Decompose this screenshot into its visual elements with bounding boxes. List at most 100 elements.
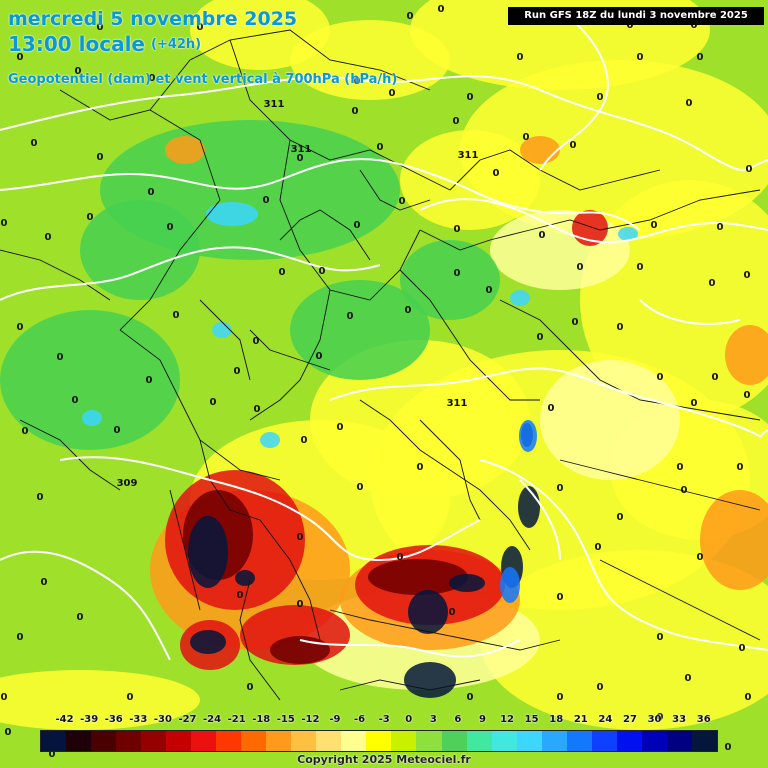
color-scale-swatch xyxy=(66,731,92,751)
zero-label: 0 xyxy=(127,692,134,703)
zero-label: 0 xyxy=(297,599,304,610)
forecast-date: mercredi 5 novembre 2025 xyxy=(8,8,298,30)
zero-label: 0 xyxy=(17,322,24,333)
zero-label: 0 xyxy=(657,372,664,383)
zero-label: 0 xyxy=(454,224,461,235)
zero-label: 0 xyxy=(87,212,94,223)
zero-label: 0 xyxy=(523,132,530,143)
color-scale-tick-label: -36 xyxy=(104,714,123,725)
zero-label: 0 xyxy=(352,106,359,117)
color-scale-tick-label: -33 xyxy=(129,714,148,725)
forecast-time-text: 13:00 locale xyxy=(8,32,145,56)
zero-label: 0 xyxy=(657,632,664,643)
color-scale-swatch xyxy=(41,731,67,751)
zero-label: 0 xyxy=(572,317,579,328)
zero-label: 0 xyxy=(97,152,104,163)
color-scale-tick-label: -30 xyxy=(153,714,172,725)
color-scale-bar xyxy=(40,730,718,752)
zero-label: 0 xyxy=(453,116,460,127)
zero-label: 0 xyxy=(557,483,564,494)
isoline-label: 311 xyxy=(458,150,479,161)
color-scale-tick-label: 0 xyxy=(405,714,413,725)
color-scale-tick-label: 33 xyxy=(672,714,687,725)
zero-label: 0 xyxy=(197,22,204,33)
zero-label: 0 xyxy=(548,403,555,414)
zero-label: 0 xyxy=(637,262,644,273)
zero-label: 0 xyxy=(254,404,261,415)
isoline-label: 309 xyxy=(117,478,138,489)
zero-label: 0 xyxy=(595,542,602,553)
forecast-lead-time: (+42h) xyxy=(151,37,202,52)
color-scale-swatch xyxy=(391,731,417,751)
color-scale-swatch xyxy=(616,731,642,751)
zero-label: 0 xyxy=(354,220,361,231)
zero-label: 0 xyxy=(146,375,153,386)
color-scale-swatch xyxy=(591,731,617,751)
color-scale-swatch xyxy=(216,731,242,751)
zero-label: 0 xyxy=(454,268,461,279)
color-scale-tick-label: 18 xyxy=(549,714,564,725)
zero-label: 0 xyxy=(517,52,524,63)
zero-label: 0 xyxy=(37,492,44,503)
zero-label: 0 xyxy=(597,92,604,103)
color-scale-tick-label: 21 xyxy=(573,714,588,725)
zero-label: 0 xyxy=(438,4,445,15)
color-scale-tick-label: -21 xyxy=(227,714,246,725)
zero-label: 0 xyxy=(493,168,500,179)
zero-label: 0 xyxy=(407,11,414,22)
zero-label: 0 xyxy=(746,164,753,175)
model-run-banner: Run GFS 18Z du lundi 3 novembre 2025 xyxy=(508,7,764,25)
zero-label: 0 xyxy=(399,196,406,207)
contour-labels: 311 311 311 311 309 xyxy=(117,99,479,489)
zero-label: 0 xyxy=(397,552,404,563)
color-scale-swatch xyxy=(241,731,267,751)
zero-label: 0 xyxy=(297,532,304,543)
zero-label: 0 xyxy=(263,195,270,206)
color-scale-swatch xyxy=(166,731,192,751)
color-scale-tick-label: -42 xyxy=(55,714,74,725)
color-scale-swatch xyxy=(366,731,392,751)
color-scale-tick-label: -3 xyxy=(378,714,390,725)
color-scale-swatch xyxy=(541,731,567,751)
zero-label: 0 xyxy=(149,73,156,84)
isoline-label: 311 xyxy=(447,398,468,409)
color-scale-tick-label: -18 xyxy=(252,714,271,725)
zero-label: 0 xyxy=(247,682,254,693)
zero-label: 0 xyxy=(41,577,48,588)
zero-label: 0 xyxy=(301,435,308,446)
color-scale-tick-label: 6 xyxy=(454,714,462,725)
zero-label: 0 xyxy=(77,612,84,623)
zero-label: 0 xyxy=(17,52,24,63)
zero-label: 0 xyxy=(537,332,544,343)
zero-label: 0 xyxy=(210,397,217,408)
color-scale-tick-label: -9 xyxy=(329,714,341,725)
color-scale-tick-label: 27 xyxy=(622,714,637,725)
color-scale-tick-label: 36 xyxy=(696,714,711,725)
country-borders xyxy=(0,29,761,701)
zero-label: 0 xyxy=(45,232,52,243)
zero-label: 0 xyxy=(685,673,692,684)
zero-label: 0 xyxy=(577,262,584,273)
zero-label: 0 xyxy=(697,52,704,63)
zero-label: 0 xyxy=(1,218,8,229)
zero-label: 0 xyxy=(557,692,564,703)
zero-label: 0 xyxy=(657,712,664,723)
zero-label: 0 xyxy=(237,590,244,601)
zero-label: 0 xyxy=(449,607,456,618)
color-scale-tick-label: -12 xyxy=(301,714,320,725)
zero-label: 0 xyxy=(637,52,644,63)
zero-label: 0 xyxy=(627,20,634,31)
zero-label: 0 xyxy=(173,310,180,321)
zero-label: 0 xyxy=(557,592,564,603)
zero-label: 0 xyxy=(617,322,624,333)
zero-label: 0 xyxy=(739,643,746,654)
zero-label: 0 xyxy=(57,352,64,363)
zero-value-labels: 0 0 0 0 0 0 0 0 0 0 0 0 0 0 0 0 0 0 0 0 0 0 0 0 0 0 0 0 0 0 0 0 0 0 0 0 0 0 0 0… xyxy=(1,4,753,760)
zero-label: 0 xyxy=(486,285,493,296)
color-scale-swatch xyxy=(666,731,692,751)
geopotential-contours xyxy=(0,9,768,661)
zero-label: 0 xyxy=(357,482,364,493)
zero-label: 0 xyxy=(651,220,658,231)
zero-label: 0 xyxy=(570,140,577,151)
